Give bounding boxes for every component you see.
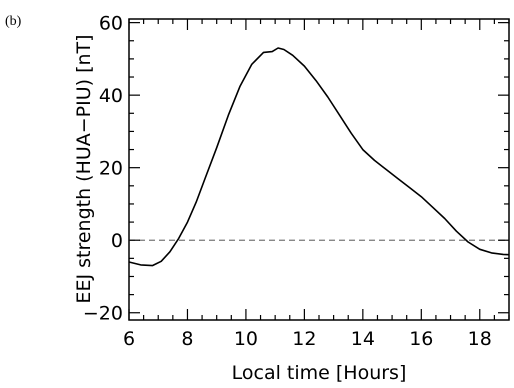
y-tick-label: 60	[99, 13, 123, 35]
y-axis-label: EEJ strength (HUA−PIU) [nT]	[73, 34, 95, 303]
series-line	[128, 47, 510, 267]
x-tick-label: 10	[234, 328, 258, 350]
y-tick-label: 0	[111, 230, 123, 252]
x-tick-label: 18	[468, 328, 492, 350]
x-tick-label: 12	[292, 328, 316, 350]
y-tick-label: −20	[83, 303, 123, 325]
x-tick-label: 8	[181, 328, 193, 350]
x-axis-label: Local time [Hours]	[232, 362, 407, 384]
x-ticks: 6 8 10 12 14 16 18	[123, 19, 510, 350]
panel-label: (b)	[5, 14, 22, 29]
y-tick-label: 20	[99, 158, 123, 180]
plot-frame	[128, 18, 510, 321]
series-group	[128, 47, 510, 267]
x-tick-label: 14	[351, 328, 375, 350]
x-tick-label: 16	[409, 328, 433, 350]
x-tick-label: 6	[123, 328, 135, 350]
y-tick-label: 40	[99, 85, 123, 107]
y-ticks: −20 0 20 40 60	[83, 13, 509, 325]
